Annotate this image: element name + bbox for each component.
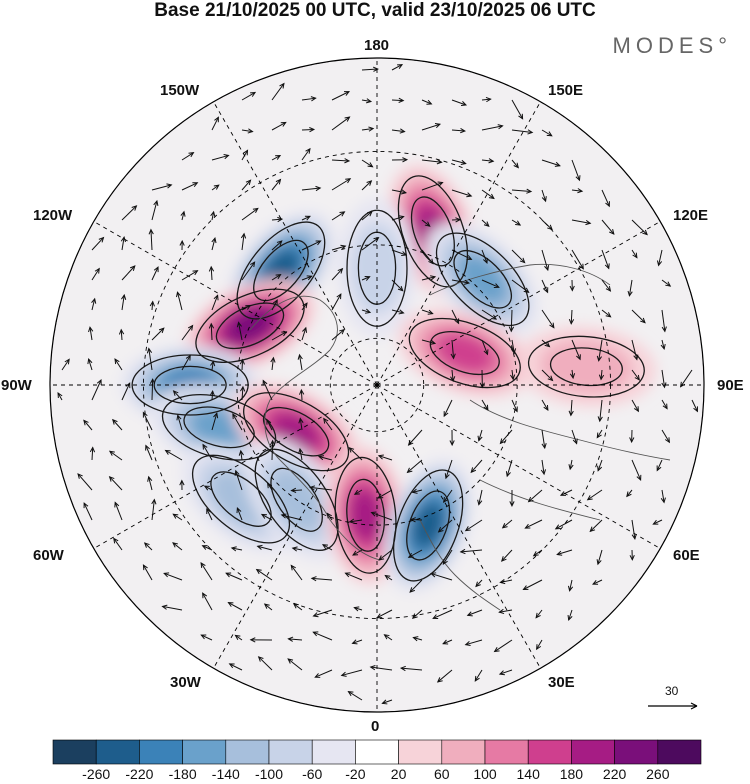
colorbar-tick-label: 260 [646, 766, 669, 782]
colorbar-swatch [269, 740, 312, 764]
colorbar-tick-labels: -260 -220 -180 -140 -100 -60 -20 20 60 100 140 180 2… [0, 766, 750, 784]
colorbar-tick-label: -180 [169, 766, 197, 782]
lon-label-150e: 150E [548, 82, 583, 99]
colorbar-tick-label: 60 [434, 766, 450, 782]
lon-label-0: 0 [371, 718, 379, 735]
colorbar-swatch [658, 740, 701, 764]
colorbar-tick-label: -140 [212, 766, 240, 782]
colorbar-tick-label: 180 [560, 766, 583, 782]
lon-label-150w: 150W [160, 82, 199, 99]
colorbar-swatch [53, 740, 96, 764]
colorbar-swatch [183, 740, 226, 764]
colorbar-tick-label: -220 [125, 766, 153, 782]
colorbar-swatch [355, 740, 398, 764]
colorbar-swatch [226, 740, 269, 764]
colorbar-swatch [139, 740, 182, 764]
colorbar-tick-label: -260 [82, 766, 110, 782]
lon-label-30e: 30E [548, 674, 575, 691]
lon-label-90e: 90E [717, 377, 744, 394]
lon-label-60e: 60E [673, 547, 700, 564]
vector-scale-label: 30 [665, 684, 678, 698]
colorbar-tick-label: 220 [603, 766, 626, 782]
lon-label-120w: 120W [33, 207, 72, 224]
colorbar-tick-label: -100 [255, 766, 283, 782]
lon-label-60w: 60W [33, 547, 64, 564]
colorbar-tick-label: -20 [345, 766, 365, 782]
lon-label-180: 180 [364, 37, 389, 54]
colorbar-tick-label: -60 [302, 766, 322, 782]
colorbar-swatch [571, 740, 614, 764]
colorbar-tick-label: 140 [517, 766, 540, 782]
vector-scale-arrow [648, 703, 697, 709]
colorbar-swatch [312, 740, 355, 764]
colorbar-swatch [528, 740, 571, 764]
lon-label-90w: 90W [1, 377, 32, 394]
lon-label-120e: 120E [673, 207, 708, 224]
lon-label-30w: 30W [170, 674, 201, 691]
colorbar-swatch [485, 740, 528, 764]
colorbar-tick-label: 20 [391, 766, 407, 782]
colorbar-swatch [615, 740, 658, 764]
colorbar [53, 740, 701, 764]
colorbar-swatch [442, 740, 485, 764]
colorbar-swatch [96, 740, 139, 764]
colorbar-tick-label: 100 [473, 766, 496, 782]
colorbar-swatch [399, 740, 442, 764]
